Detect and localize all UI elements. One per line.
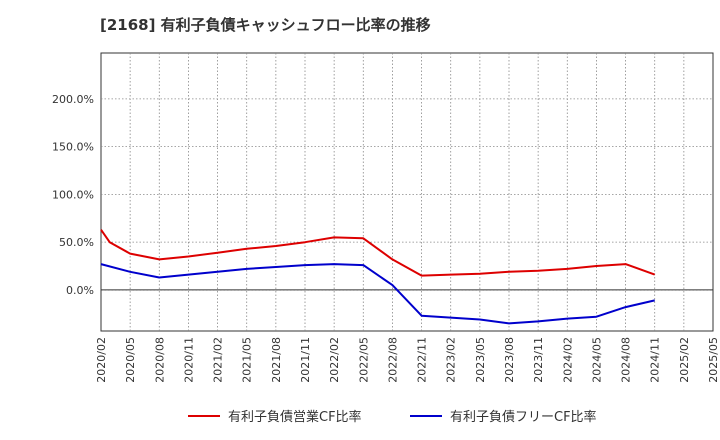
x-tick-label: 2022/08 bbox=[386, 337, 399, 383]
plot-area bbox=[100, 52, 714, 332]
x-tick-label: 2024/11 bbox=[649, 337, 662, 383]
x-tick-label: 2024/05 bbox=[590, 337, 603, 383]
series-line-1 bbox=[100, 229, 656, 277]
x-tick-label: 2021/08 bbox=[270, 337, 283, 383]
y-tick-label: 100.0% bbox=[52, 188, 94, 201]
x-tick-label: 2020/02 bbox=[95, 337, 108, 383]
x-tick-label: 2024/08 bbox=[620, 337, 633, 383]
x-tick-label: 2023/05 bbox=[474, 337, 487, 383]
series-lines bbox=[100, 229, 656, 325]
x-tick-label: 2025/05 bbox=[707, 337, 720, 383]
x-tick-label: 2020/11 bbox=[182, 337, 195, 383]
x-tick-label: 2023/11 bbox=[532, 337, 545, 383]
axes: 2020/02 2020/05 2020/08 2020/11 2021/02 2021/… bbox=[52, 93, 720, 383]
x-tick-label: 2022/11 bbox=[416, 337, 429, 383]
legend-label-2: 有利子負債フリーCF比率 bbox=[450, 409, 597, 425]
x-tick-label: 2021/02 bbox=[212, 337, 225, 383]
x-tick-label: 2023/02 bbox=[445, 337, 458, 383]
x-tick-label: 2021/11 bbox=[299, 337, 312, 383]
y-tick-label: 200.0% bbox=[52, 93, 94, 106]
legend: 有利子負債営業CF比率 有利子負債フリーCF比率 bbox=[188, 409, 597, 425]
grid-lines bbox=[101, 53, 713, 331]
series-line-2 bbox=[100, 263, 655, 325]
chart-title: [2168] 有利子負債キャッシュフロー比率の推移 bbox=[100, 16, 431, 34]
x-tick-label: 2024/02 bbox=[561, 337, 574, 383]
x-tick-label: 2022/05 bbox=[357, 337, 370, 383]
legend-label-1: 有利子負債営業CF比率 bbox=[228, 409, 362, 425]
x-tick-label: 2023/08 bbox=[503, 337, 516, 383]
x-tick-label: 2021/05 bbox=[241, 337, 254, 383]
y-tick-label: 150.0% bbox=[52, 141, 94, 154]
y-tick-label: 50.0% bbox=[59, 236, 94, 249]
x-tick-label: 2020/05 bbox=[124, 337, 137, 383]
x-tick-label: 2020/08 bbox=[153, 337, 166, 383]
x-tick-label: 2022/02 bbox=[328, 337, 341, 383]
y-tick-label: 0.0% bbox=[66, 284, 94, 297]
x-tick-label: 2025/02 bbox=[678, 337, 691, 383]
